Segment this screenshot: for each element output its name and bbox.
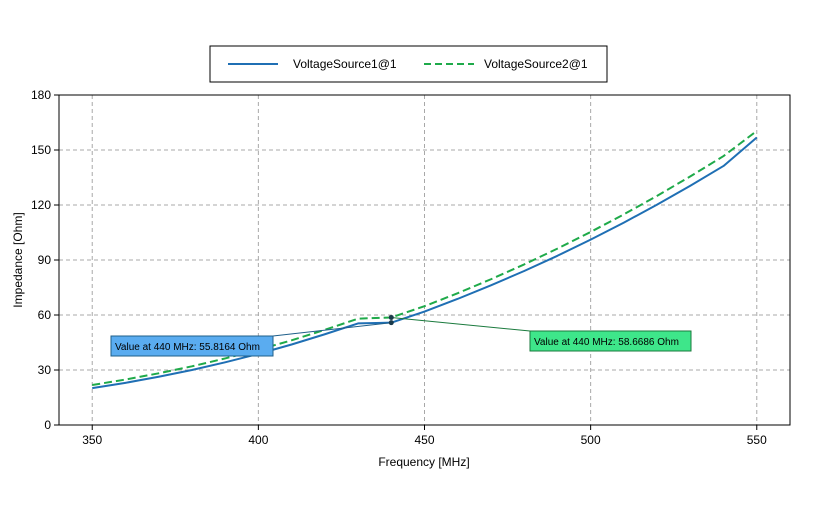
x-tick-label: 350 <box>82 433 102 447</box>
annotation-marker-2 <box>388 314 394 320</box>
annotation-label-1: Value at 440 MHz: 55.8164 Ohm <box>115 342 260 353</box>
annotation-layer: Value at 440 MHz: 55.8164 Ohm Value at 44… <box>110 314 692 357</box>
annotation-marker-1 <box>388 320 394 326</box>
annotation-box-1 <box>110 335 274 357</box>
y-tick-label: 90 <box>38 253 52 267</box>
x-tick-label: 450 <box>414 433 434 447</box>
y-tick-label: 120 <box>31 198 51 212</box>
x-tick-label: 500 <box>581 433 601 447</box>
annotation-label-2: Value at 440 MHz: 58.6686 Ohm <box>534 337 679 348</box>
x-axis-title: Frequency [MHz] <box>378 455 469 469</box>
y-tick-label: 0 <box>44 418 51 432</box>
legend-label-voltagesource2: VoltageSource2@1 <box>484 57 588 71</box>
series-layer <box>92 130 758 390</box>
y-tick-label: 180 <box>31 88 51 102</box>
legend: VoltageSource1@1 VoltageSource2@1 <box>209 45 608 83</box>
y-axis-title: Impedance [Ohm] <box>11 212 25 307</box>
x-tick-label: 400 <box>248 433 268 447</box>
axis-ticks: 350 400 450 500 550 0 30 60 90 120 150 180 <box>31 88 767 447</box>
annotation-leader-2 <box>391 316 531 332</box>
legend-label-voltagesource1: VoltageSource1@1 <box>293 57 397 71</box>
y-tick-label: 60 <box>38 308 52 322</box>
series-line-2 <box>92 130 758 387</box>
x-tick-label: 550 <box>747 433 767 447</box>
annotation-box-2 <box>529 330 692 352</box>
annotation-leader-1 <box>272 322 392 337</box>
y-tick-label: 30 <box>38 363 52 377</box>
grid-lines <box>59 95 790 425</box>
series-line-1 <box>92 136 758 390</box>
y-tick-label: 150 <box>31 143 51 157</box>
